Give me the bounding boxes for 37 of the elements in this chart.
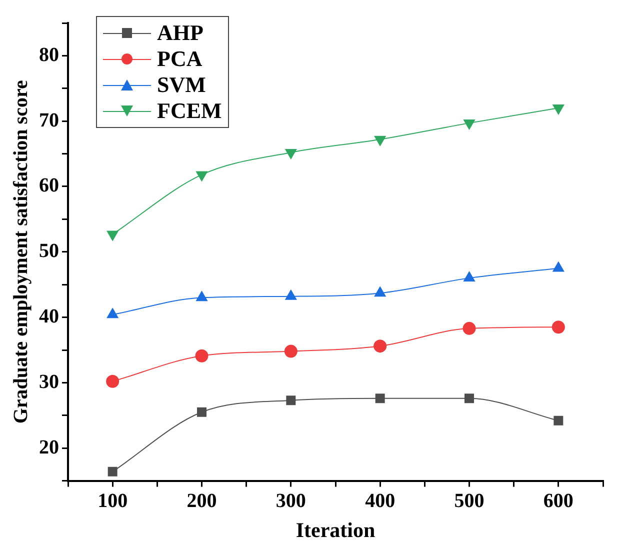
point	[552, 320, 565, 334]
point	[374, 136, 386, 146]
y-tick-label: 60	[39, 174, 59, 197]
legend-label: PCA	[157, 46, 202, 72]
y-tick-label: 50	[39, 240, 59, 262]
x-axis-title: Iteration	[296, 518, 376, 542]
legend-label: SVM	[157, 72, 206, 98]
point	[375, 394, 385, 404]
point	[106, 374, 120, 388]
point	[196, 171, 208, 182]
x-tick-label: 100	[98, 490, 128, 512]
x-tick-label: 200	[186, 490, 217, 512]
point	[197, 407, 206, 417]
point	[195, 349, 208, 362]
y-tick-label: 30	[39, 370, 59, 393]
point	[106, 230, 118, 241]
point	[554, 416, 564, 426]
legend-label: AHP	[157, 20, 204, 46]
point	[108, 466, 118, 476]
point	[552, 104, 564, 115]
point	[462, 322, 476, 335]
y-axis-title: Graduate employment satisfaction score	[10, 80, 32, 424]
x-tick-label: 400	[365, 490, 396, 512]
y-tick-label: 20	[39, 436, 59, 458]
x-tick-label: 500	[454, 490, 484, 512]
point	[464, 394, 474, 404]
y-tick-label: 70	[39, 109, 59, 132]
point	[374, 340, 387, 353]
legend-label: FCEM	[157, 98, 222, 124]
y-tick-label: 40	[39, 305, 59, 328]
point	[284, 344, 298, 358]
x-tick-label: 600	[543, 490, 574, 512]
y-tick-label: 80	[39, 44, 59, 66]
point	[285, 148, 297, 159]
point	[464, 120, 475, 130]
x-tick-label: 300	[276, 490, 306, 512]
point	[286, 396, 296, 406]
